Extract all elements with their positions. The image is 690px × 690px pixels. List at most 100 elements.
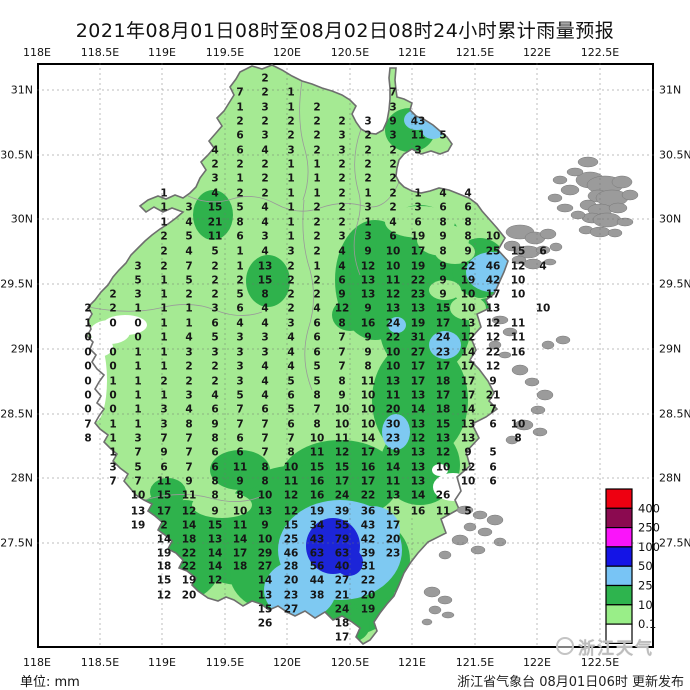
grid-value: 26	[436, 490, 451, 502]
city-border	[353, 128, 362, 276]
rain-10-25-region	[150, 478, 186, 506]
grid-value: 2	[389, 188, 396, 200]
grid-value: 4	[261, 217, 268, 229]
grid-value: 6	[236, 447, 243, 459]
rain-25-50-region	[429, 331, 461, 359]
grid-value: 9	[364, 332, 371, 344]
lon-tick-bottom: 118.5E	[80, 656, 120, 669]
lon-tick-top: 122E	[523, 46, 551, 59]
grid-value: 21	[335, 590, 350, 602]
grid-value: 3	[134, 261, 141, 273]
rain-zero-region	[432, 464, 448, 476]
grid-value: 2	[313, 116, 320, 128]
grid-value: 7	[287, 433, 294, 445]
rain-25-50-region	[264, 560, 336, 620]
grid-value: 4	[185, 217, 192, 229]
grid-value: 9	[364, 303, 371, 315]
grid-value: 9	[261, 520, 268, 532]
grid-value: 1	[160, 332, 167, 344]
grid-value: 8	[313, 390, 320, 402]
grid-value: 6	[211, 318, 218, 330]
grid-value: 17	[361, 447, 376, 459]
grid-value: 3	[211, 347, 218, 359]
grid-value: 7	[134, 476, 141, 488]
grid-value: 2	[109, 289, 116, 301]
lon-tick-bottom: 122E	[523, 656, 551, 669]
grid-value: 6	[313, 347, 320, 359]
grid-value: 4	[539, 261, 546, 273]
island	[503, 240, 521, 252]
grid-value: 3	[261, 332, 268, 344]
grid-value: 0	[109, 361, 116, 373]
grid-value: 13	[258, 506, 273, 518]
island	[502, 327, 518, 337]
grid-value: 19	[182, 575, 197, 587]
grid-value: 8	[338, 318, 345, 330]
grid-value: 11	[511, 318, 526, 330]
grid-value: 4	[261, 202, 268, 214]
grid-value: 3	[338, 231, 345, 243]
grid-value: 3	[364, 202, 371, 214]
grid-value: 11	[208, 231, 223, 243]
lon-tick-bottom: 121.5E	[455, 656, 495, 669]
grid-value: 14	[461, 347, 476, 359]
grid-value: 23	[436, 347, 451, 359]
grid-value: 2	[338, 159, 345, 171]
grid-value: 15	[436, 303, 451, 315]
grid-value: 11	[511, 332, 526, 344]
grid-value: 2	[185, 376, 192, 388]
grid-value: 13	[131, 506, 146, 518]
grid-value: 1	[236, 261, 243, 273]
grid-value: 22	[486, 347, 501, 359]
grid-value: 0	[84, 332, 91, 344]
island	[592, 212, 622, 228]
grid-value: 10	[486, 231, 501, 243]
lon-tick-top: 122.5E	[580, 46, 620, 59]
grid-value: 1	[185, 318, 192, 330]
grid-value: 19	[157, 548, 172, 560]
island	[536, 389, 554, 401]
grid-value: 20	[284, 575, 299, 587]
island	[552, 175, 568, 185]
grid-value: 17	[386, 520, 401, 532]
grid-value: 8	[287, 447, 294, 459]
grid-value: 9	[464, 447, 471, 459]
grid-value: 4	[185, 246, 192, 258]
grid-value: 2	[261, 73, 268, 85]
rain-light-patch	[435, 240, 475, 264]
grid-value: 12	[461, 462, 476, 474]
grid-value: 18	[157, 561, 172, 573]
grid-value: 19	[411, 318, 426, 330]
grid-value: 3	[287, 318, 294, 330]
page-title: 2021年08月01日08时至08月02日08时24小时累计雨量预报	[75, 20, 615, 42]
grid-value: 14	[208, 561, 223, 573]
grid-value: 2	[389, 159, 396, 171]
grid-value: 30	[386, 419, 401, 431]
grid-value: 12	[461, 332, 476, 344]
grid-value: 7	[84, 419, 91, 431]
grid-value: 0	[84, 361, 91, 373]
grid-value: 31	[361, 561, 376, 573]
grid-value: 3	[287, 246, 294, 258]
grid-value: 2	[287, 116, 294, 128]
grid-value: 10	[386, 347, 401, 359]
grid-value: 1	[236, 102, 243, 114]
grid-value: 27	[284, 604, 299, 616]
grid-value: 39	[335, 506, 350, 518]
grid-value: 43	[310, 534, 325, 546]
legend-value: 250	[638, 521, 660, 535]
island	[543, 258, 557, 266]
grid-value: 7	[389, 87, 396, 99]
grid-value: 6	[414, 217, 421, 229]
grid-value: 2	[364, 145, 371, 157]
grid-value: 1	[160, 275, 167, 287]
grid-value: 3	[211, 303, 218, 315]
grid-value: 1	[160, 202, 167, 214]
grid-value: 1	[287, 188, 294, 200]
city-border	[302, 199, 314, 391]
grid-value: 14	[361, 433, 376, 445]
grid-value: 43	[361, 520, 376, 532]
grid-value: 25	[486, 246, 501, 258]
grid-value: 2	[236, 116, 243, 128]
